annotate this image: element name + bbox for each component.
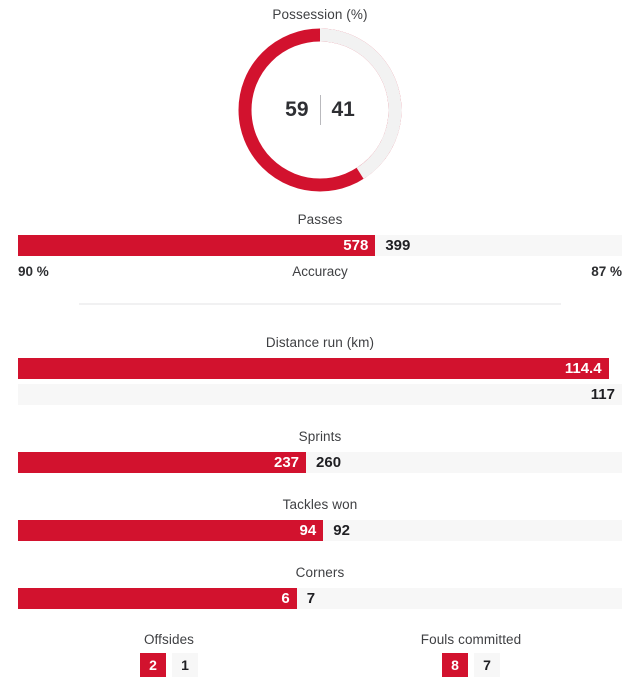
passes-home-bar: 578 xyxy=(18,235,376,256)
sprints-home-bar: 237 xyxy=(18,452,307,473)
fouls-values: 8 7 xyxy=(320,653,622,677)
corners-away-value: 7 xyxy=(306,590,316,607)
possession-value-divider xyxy=(319,95,321,125)
section-divider xyxy=(79,303,561,305)
offsides-home-badge: 2 xyxy=(140,653,166,677)
possession-away-value: 41 xyxy=(331,98,355,121)
tackles-home-value: 94 xyxy=(299,522,317,539)
distance-home-value: 114.4 xyxy=(564,360,602,377)
possession-donut-svg xyxy=(238,28,402,192)
possession-values: 59 41 xyxy=(235,25,405,195)
distance-run-section: Distance run (km) 114.4 117 xyxy=(18,335,622,405)
tackles-won-title: Tackles won xyxy=(282,497,358,512)
sprints-away-value: 260 xyxy=(316,454,342,471)
tackles-won-section: Tackles won 94 92 xyxy=(18,497,622,541)
distance-run-title: Distance run (km) xyxy=(265,335,375,350)
offsides-title: Offsides xyxy=(143,632,195,647)
donut-away-arc xyxy=(238,28,402,192)
sprints-bar-track: 237 260 xyxy=(18,452,622,473)
possession-section: Possession (%) 59 41 xyxy=(18,7,622,195)
tackles-home-bar: 94 xyxy=(18,520,324,541)
corners-title: Corners xyxy=(295,565,345,580)
bottom-badge-row: Offsides 2 1 Fouls committed 8 7 xyxy=(18,632,622,677)
passes-title: Passes xyxy=(297,212,343,227)
passes-accuracy-label: Accuracy xyxy=(292,264,348,279)
distance-home-bar: 114.4 xyxy=(18,358,609,379)
sprints-section: Sprints 237 260 xyxy=(18,429,622,473)
possession-home-value: 59 xyxy=(285,98,309,121)
passes-away-accuracy: 87 % xyxy=(591,264,622,279)
fouls-committed-section: Fouls committed 8 7 xyxy=(320,632,622,677)
fouls-away-badge: 7 xyxy=(474,653,500,677)
tackles-bar-track: 94 92 xyxy=(18,520,622,541)
passes-section: Passes 578 399 90 % Accuracy 87 % xyxy=(18,212,622,279)
passes-home-accuracy: 90 % xyxy=(18,264,49,279)
passes-away-value: 399 xyxy=(385,237,411,254)
sprints-title: Sprints xyxy=(298,429,342,444)
tackles-away-value: 92 xyxy=(333,522,350,539)
offsides-section: Offsides 2 1 xyxy=(18,632,320,677)
corners-home-bar: 6 xyxy=(18,588,297,609)
fouls-home-badge: 8 xyxy=(442,653,468,677)
corners-section: Corners 6 7 xyxy=(18,565,622,609)
offsides-values: 2 1 xyxy=(18,653,320,677)
distance-away-bar: 117 xyxy=(18,384,622,405)
passes-bar-track: 578 399 xyxy=(18,235,622,256)
fouls-committed-title: Fouls committed xyxy=(420,632,522,647)
distance-away-value: 117 xyxy=(590,386,615,403)
corners-home-value: 6 xyxy=(281,590,290,607)
corners-bar-track: 6 7 xyxy=(18,588,622,609)
possession-donut-chart: 59 41 xyxy=(235,25,405,195)
possession-title: Possession (%) xyxy=(272,7,368,22)
passes-accuracy-row: 90 % Accuracy 87 % xyxy=(18,264,622,279)
sprints-home-value: 237 xyxy=(273,454,300,471)
offsides-away-badge: 1 xyxy=(172,653,198,677)
passes-home-value: 578 xyxy=(343,237,369,254)
